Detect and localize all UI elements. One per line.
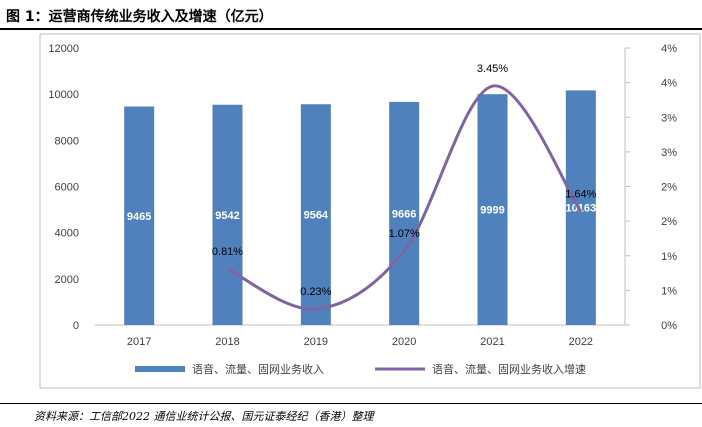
- legend: 语音、流量、固网业务收入 语音、流量、固网业务收入增速: [135, 362, 586, 376]
- bar-value-label: 9999: [480, 205, 504, 217]
- growth-point-labels: 0.81% 0.23% 1.07% 3.45% 1.64%: [212, 63, 597, 298]
- bar-value-labels: 9465 9542 9564 9666 9999 10163: [127, 203, 596, 223]
- growth-point-label: 3.45%: [477, 63, 508, 75]
- left-tick-label: 8000: [55, 135, 79, 147]
- legend-bar-swatch: [135, 366, 185, 372]
- growth-point-label: 1.64%: [565, 188, 596, 200]
- top-rule: [0, 28, 702, 30]
- left-tick-label: 12000: [48, 43, 79, 55]
- bar-2018: [212, 104, 243, 325]
- chart-canvas: 0 2000 4000 6000 8000 10000 12000 0% 1% 1% 2% 2% 3%…: [39, 33, 701, 389]
- bar-2021: [477, 94, 508, 325]
- bar-value-label: 9564: [304, 210, 329, 222]
- right-tick-label: 1%: [661, 285, 677, 297]
- bar-value-label: 9666: [392, 208, 416, 220]
- bar-2020: [389, 101, 420, 326]
- bottom-rule: [0, 403, 702, 404]
- growth-line: [226, 84, 583, 311]
- chart-frame: [39, 33, 701, 389]
- legend-bar-label: 语音、流量、固网业务收入: [192, 362, 324, 376]
- right-tick-label: 0%: [661, 320, 677, 332]
- growth-point-label: 0.81%: [212, 246, 243, 258]
- right-tick-label: 3%: [661, 112, 677, 124]
- right-tick-label: 3%: [661, 147, 677, 159]
- category-label: 2022: [569, 336, 593, 348]
- right-axis: 0% 1% 1% 2% 2% 3% 3% 4% 4%: [624, 43, 677, 332]
- bar-2019: [300, 104, 331, 325]
- left-tick-label: 4000: [55, 228, 79, 240]
- bar-value-label: 9542: [215, 210, 239, 222]
- left-tick-label: 6000: [55, 182, 79, 194]
- category-labels: 2017 2018 2019 2020 2021 2022: [127, 336, 593, 348]
- right-tick-label: 1%: [661, 251, 677, 263]
- legend-line-label: 语音、流量、固网业务收入增速: [432, 362, 586, 376]
- right-tick-label: 2%: [661, 182, 677, 194]
- left-axis: 0 2000 4000 6000 8000 10000 12000: [48, 43, 79, 332]
- right-tick-label: 4%: [661, 78, 677, 90]
- left-tick-label: 0: [73, 320, 79, 332]
- source-note: 资料来源：工信部2022 通信业统计公报、国元证泰经纪（香港）整理: [34, 410, 374, 423]
- bar-value-label: 9465: [127, 211, 151, 223]
- category-label: 2021: [480, 336, 504, 348]
- bar-2017: [124, 106, 155, 325]
- right-tick-label: 2%: [661, 216, 677, 228]
- figure-title: 图 1：运营商传统业务收入及增速（亿元）: [6, 9, 273, 25]
- growth-point-label: 1.07%: [389, 228, 420, 240]
- bar-2022: [565, 90, 596, 325]
- growth-point-label: 0.23%: [300, 286, 331, 298]
- category-label: 2019: [304, 336, 328, 348]
- bar-series: [124, 90, 596, 326]
- category-label: 2017: [127, 336, 151, 348]
- category-label: 2020: [392, 336, 416, 348]
- left-tick-label: 10000: [48, 89, 79, 101]
- right-tick-label: 4%: [661, 43, 677, 55]
- left-tick-label: 2000: [55, 274, 79, 286]
- category-label: 2018: [215, 336, 239, 348]
